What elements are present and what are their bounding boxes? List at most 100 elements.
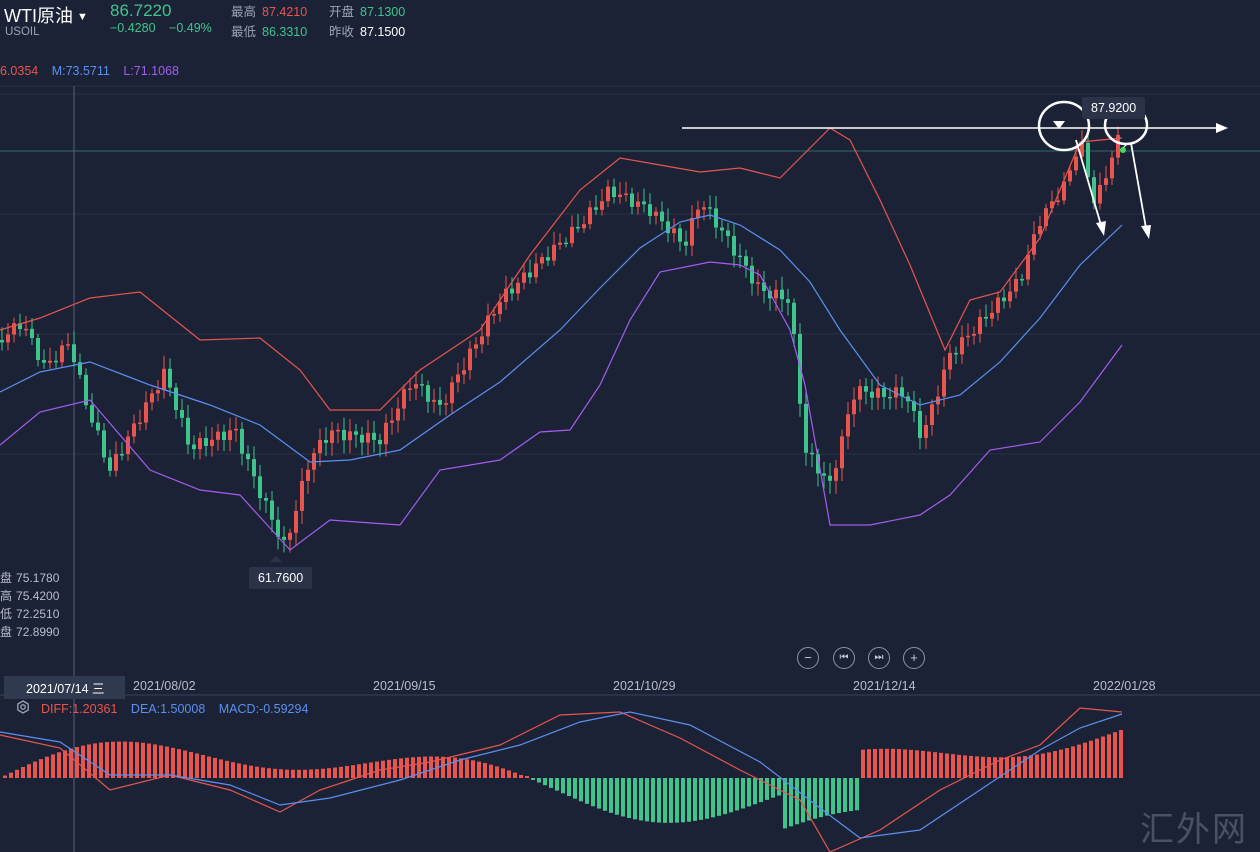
candle-body xyxy=(744,256,748,266)
candle-body xyxy=(198,438,202,450)
zoom-in-button[interactable]: + xyxy=(903,647,925,669)
macd-bar xyxy=(201,754,205,778)
symbol-selector[interactable]: WTI原油 ▼ xyxy=(4,2,88,28)
low-price-tooltip: 61.7600 xyxy=(249,567,313,589)
minus-icon: − xyxy=(804,650,812,665)
candle-body xyxy=(114,454,118,471)
tooltip-pointer xyxy=(270,556,282,562)
candle-body xyxy=(372,432,376,440)
macd-bar xyxy=(339,766,343,778)
candle-body xyxy=(948,352,952,370)
macd-bar xyxy=(21,766,25,778)
macd-bar xyxy=(849,778,853,812)
macd-bar xyxy=(255,766,259,778)
time-label: 2021/09/15 xyxy=(373,679,436,693)
macd-bar xyxy=(429,756,433,778)
macd-bar xyxy=(567,778,571,797)
candle-body xyxy=(66,344,70,346)
candle-body xyxy=(18,323,22,330)
candle-body xyxy=(546,257,550,261)
marker-triangle-icon xyxy=(1053,121,1065,129)
macd-bar xyxy=(753,778,757,805)
macd-bar xyxy=(669,778,673,823)
candle-body xyxy=(768,290,772,299)
macd-bar xyxy=(111,741,115,778)
macd-value: MACD:-0.59294 xyxy=(218,702,309,716)
candle-body xyxy=(126,436,130,455)
macd-bar xyxy=(303,769,307,778)
candle-body xyxy=(294,510,298,533)
macd-bar xyxy=(681,778,685,823)
ohlc-label: 盘 xyxy=(0,571,13,585)
candle-body xyxy=(510,288,514,294)
arrow-right-icon xyxy=(1216,123,1228,133)
candle-body xyxy=(150,393,154,403)
candle-body xyxy=(6,334,10,343)
candle-body xyxy=(834,468,838,481)
candle-body xyxy=(888,396,892,399)
candle-body xyxy=(600,201,604,210)
macd-bar xyxy=(219,759,223,778)
macd-bar xyxy=(321,768,325,778)
macd-bar xyxy=(45,756,49,778)
candle-body xyxy=(534,263,538,278)
candle-body xyxy=(582,224,586,229)
candle-body xyxy=(840,436,844,469)
macd-bar xyxy=(771,778,775,798)
candle-body xyxy=(786,299,790,303)
macd-bar xyxy=(135,742,139,778)
macd-bar xyxy=(825,778,829,816)
candle-body xyxy=(36,338,40,360)
macd-bar xyxy=(1029,755,1033,778)
candle-body xyxy=(336,429,340,432)
ohlc-close: 盘 72.8990 xyxy=(0,623,59,640)
macd-bar xyxy=(561,778,565,794)
macd-bar xyxy=(1065,748,1069,778)
stat-label: 开盘 xyxy=(329,5,355,19)
macd-bar xyxy=(789,778,793,827)
prev-button[interactable]: ⏮ xyxy=(833,647,855,669)
annotations xyxy=(270,100,1228,562)
stat-label: 最低 xyxy=(231,25,257,39)
candle-body xyxy=(264,498,268,501)
candle-body xyxy=(924,425,928,438)
macd-bar xyxy=(405,757,409,778)
symbol-code: USOIL xyxy=(5,26,40,38)
macd-bar xyxy=(609,778,613,813)
candle-body xyxy=(1080,142,1084,157)
macd-bar xyxy=(999,757,1003,778)
macd-bar xyxy=(279,769,283,778)
macd-bar xyxy=(465,759,469,778)
macd-bar xyxy=(879,748,883,778)
macd-dea: DEA:1.50008 xyxy=(130,702,206,716)
macd-bar xyxy=(693,778,697,821)
candle-body xyxy=(1062,181,1066,201)
macd-bar xyxy=(153,744,157,778)
macd-bar xyxy=(921,750,925,778)
macd-bar xyxy=(267,768,271,778)
macd-bar xyxy=(705,778,709,819)
candle-body xyxy=(774,289,778,299)
gear-icon[interactable] xyxy=(16,700,30,714)
ohlc-value: 75.1780 xyxy=(16,571,60,585)
candle-body xyxy=(570,226,574,244)
zoom-out-button[interactable]: − xyxy=(797,647,819,669)
candle-body xyxy=(456,374,460,383)
circle-highlight xyxy=(1037,100,1091,152)
macd-bar xyxy=(939,752,943,778)
candle-body xyxy=(672,228,676,234)
candle-body xyxy=(612,186,616,198)
candle-body xyxy=(300,480,304,511)
macd-bar xyxy=(819,778,823,818)
candle-body xyxy=(282,536,286,540)
stat-prev-close: 昨收 87.1500 xyxy=(329,21,405,40)
macd-bar xyxy=(453,757,457,778)
candle-body xyxy=(594,207,598,210)
candle-body xyxy=(222,431,226,440)
candle-body xyxy=(498,302,502,315)
candle-body xyxy=(408,388,412,390)
next-button[interactable]: ⏭ xyxy=(868,647,890,669)
candle-body xyxy=(276,519,280,537)
candle-body xyxy=(720,227,724,231)
